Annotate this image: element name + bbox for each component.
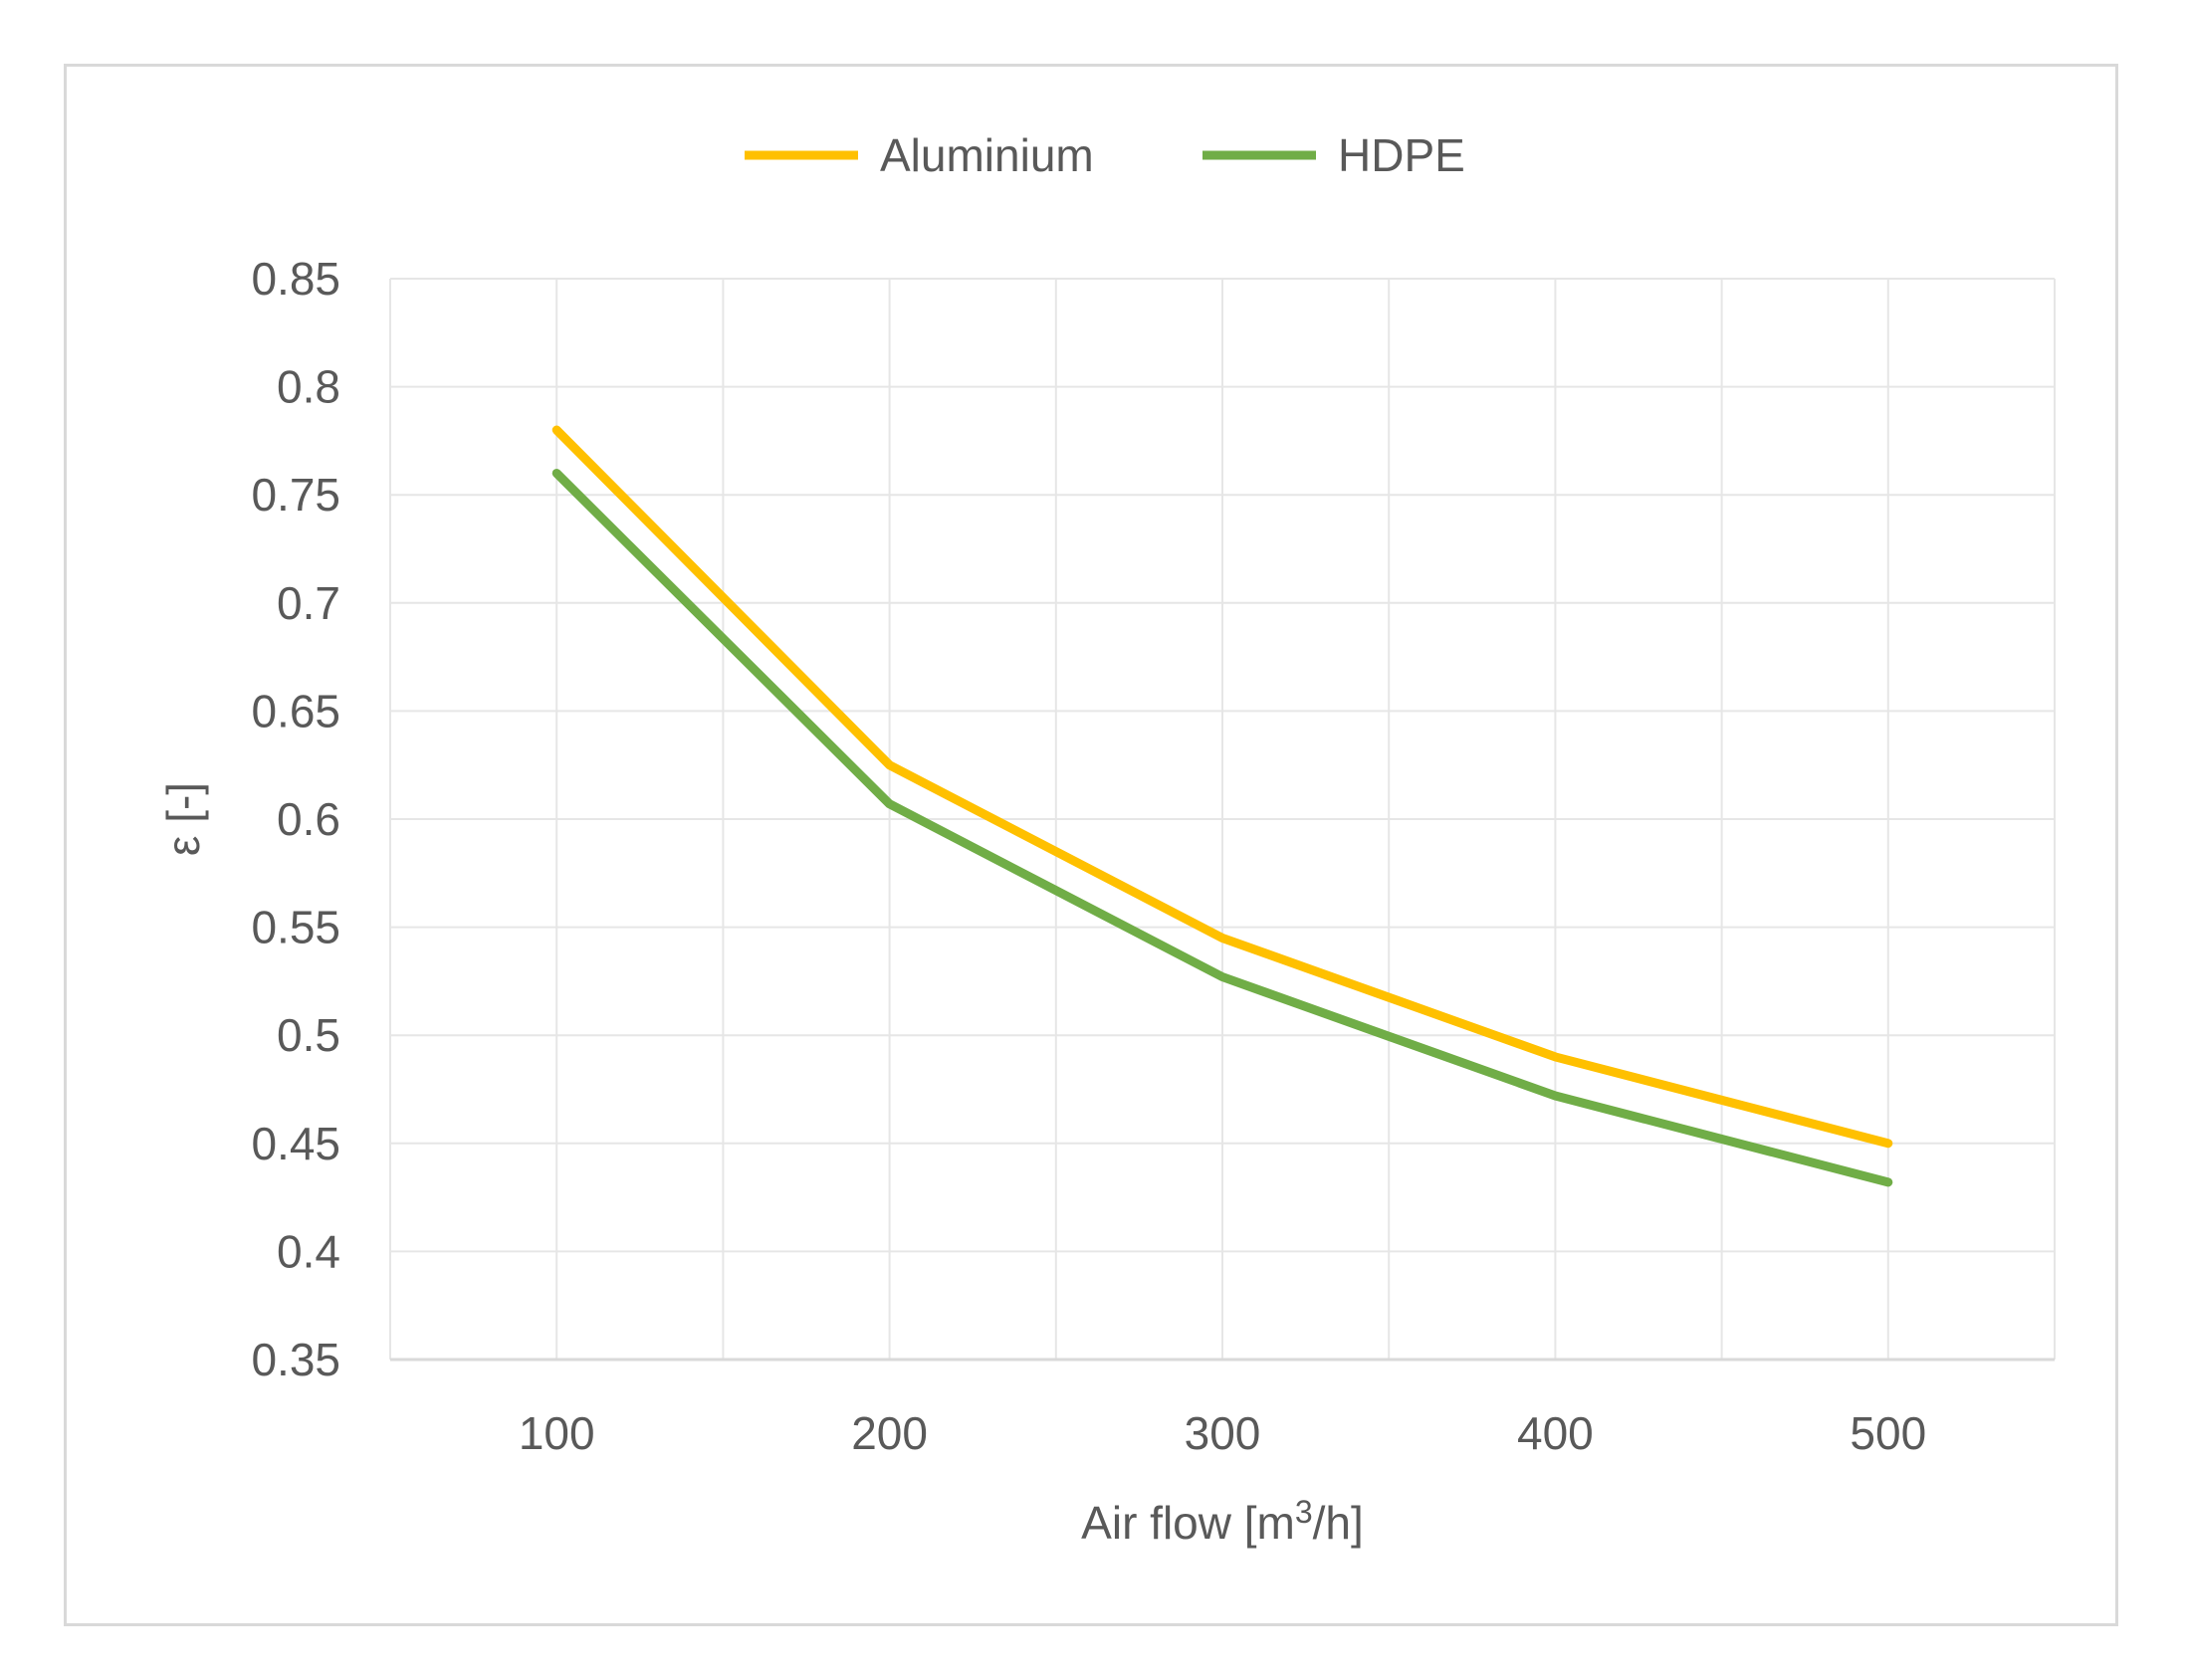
y-axis-title: ε [-] (157, 782, 209, 856)
series-line-aluminium (551, 425, 1893, 1149)
x-tick-label: 100 (519, 1407, 595, 1459)
legend-label-aluminium: Aluminium (880, 129, 1094, 181)
series-lines (551, 425, 1893, 1187)
y-tick-label: 0.8 (277, 361, 340, 413)
x-axis-title-suffix: /h] (1313, 1497, 1364, 1549)
series-line-hdpe (551, 468, 1893, 1187)
y-tick-label: 0.35 (251, 1334, 340, 1385)
x-axis-title-superscript: 3 (1295, 1494, 1313, 1530)
x-axis-title: Air flow [m3/h] (1081, 1494, 1364, 1549)
y-tick-label: 0.55 (251, 902, 340, 953)
chart-frame (64, 64, 2118, 1626)
legend: Aluminium HDPE (745, 129, 1465, 181)
y-tick-label: 0.85 (251, 253, 340, 305)
y-axis-ticks: 0.35 0.4 0.45 0.5 0.55 0.6 0.65 0.7 0.75 0.8 0.85 (251, 253, 340, 1385)
y-tick-label: 0.65 (251, 685, 340, 736)
x-tick-label: 500 (1850, 1407, 1926, 1459)
gridlines (389, 278, 2056, 1362)
legend-label-hdpe: HDPE (1338, 129, 1465, 181)
x-axis-title-main: Air flow [m (1081, 1497, 1295, 1549)
y-tick-label: 0.45 (251, 1118, 340, 1169)
y-tick-label: 0.6 (277, 793, 340, 845)
x-tick-label: 300 (1185, 1407, 1261, 1459)
x-tick-label: 400 (1517, 1407, 1594, 1459)
y-tick-label: 0.7 (277, 577, 340, 629)
x-axis-ticks: 100 200 300 400 500 (519, 1407, 1926, 1459)
y-tick-label: 0.5 (277, 1009, 340, 1061)
y-tick-label: 0.4 (277, 1225, 340, 1277)
x-tick-label: 200 (851, 1407, 928, 1459)
y-tick-label: 0.75 (251, 469, 340, 521)
